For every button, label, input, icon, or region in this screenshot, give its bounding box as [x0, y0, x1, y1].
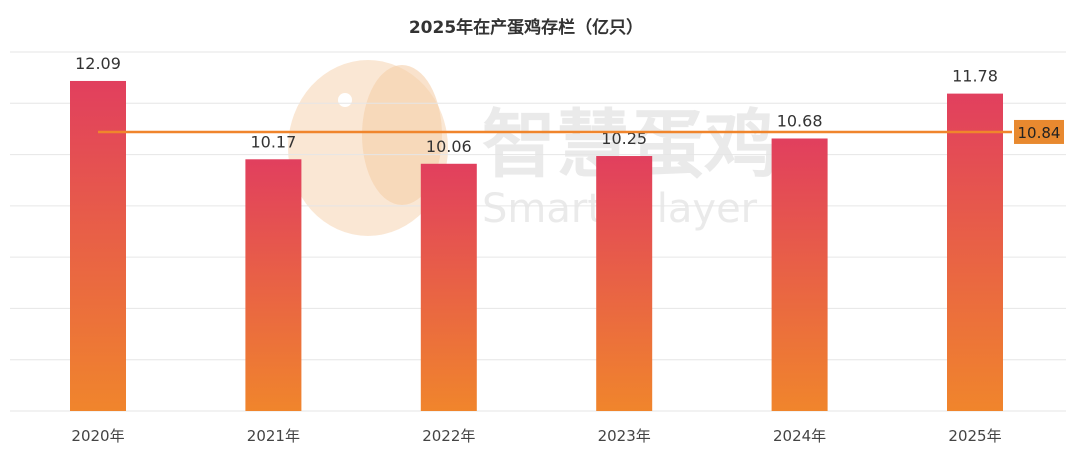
bars — [70, 80, 1003, 412]
bar — [771, 138, 828, 411]
data-label: 10.17 — [250, 132, 296, 151]
gridlines — [10, 51, 1066, 412]
watermark: 智慧蛋鸡 Smarter layer — [288, 60, 778, 236]
data-label: 10.68 — [777, 111, 823, 130]
x-tick-label: 2025年 — [948, 427, 1001, 445]
data-label: 10.25 — [601, 129, 647, 148]
x-tick-label: 2023年 — [598, 427, 651, 445]
x-axis-tick-labels: 2020年 2021年 2022年 2023年 2024年 2025年 — [71, 427, 1001, 445]
x-tick-label: 2024年 — [773, 427, 826, 445]
reference-label: 10.84 — [1018, 124, 1061, 142]
data-label: 12.09 — [75, 54, 121, 73]
bar — [596, 156, 653, 411]
data-label: 10.06 — [426, 137, 472, 156]
bar — [245, 159, 302, 411]
x-tick-label: 2020年 — [71, 427, 124, 445]
x-tick-label: 2021年 — [247, 427, 300, 445]
bar — [947, 93, 1003, 412]
data-label: 11.78 — [952, 67, 998, 86]
reference-badge — [1014, 119, 1064, 144]
bar — [70, 80, 126, 411]
chart-title: 2025年在产蛋鸡存栏（亿只） — [409, 17, 643, 38]
reference-line-group: 10.84 — [98, 119, 1064, 144]
bar — [420, 163, 477, 411]
data-labels: 12.09 10.17 10.06 10.25 10.68 11.78 — [75, 54, 998, 156]
x-tick-label: 2022年 — [422, 427, 475, 445]
